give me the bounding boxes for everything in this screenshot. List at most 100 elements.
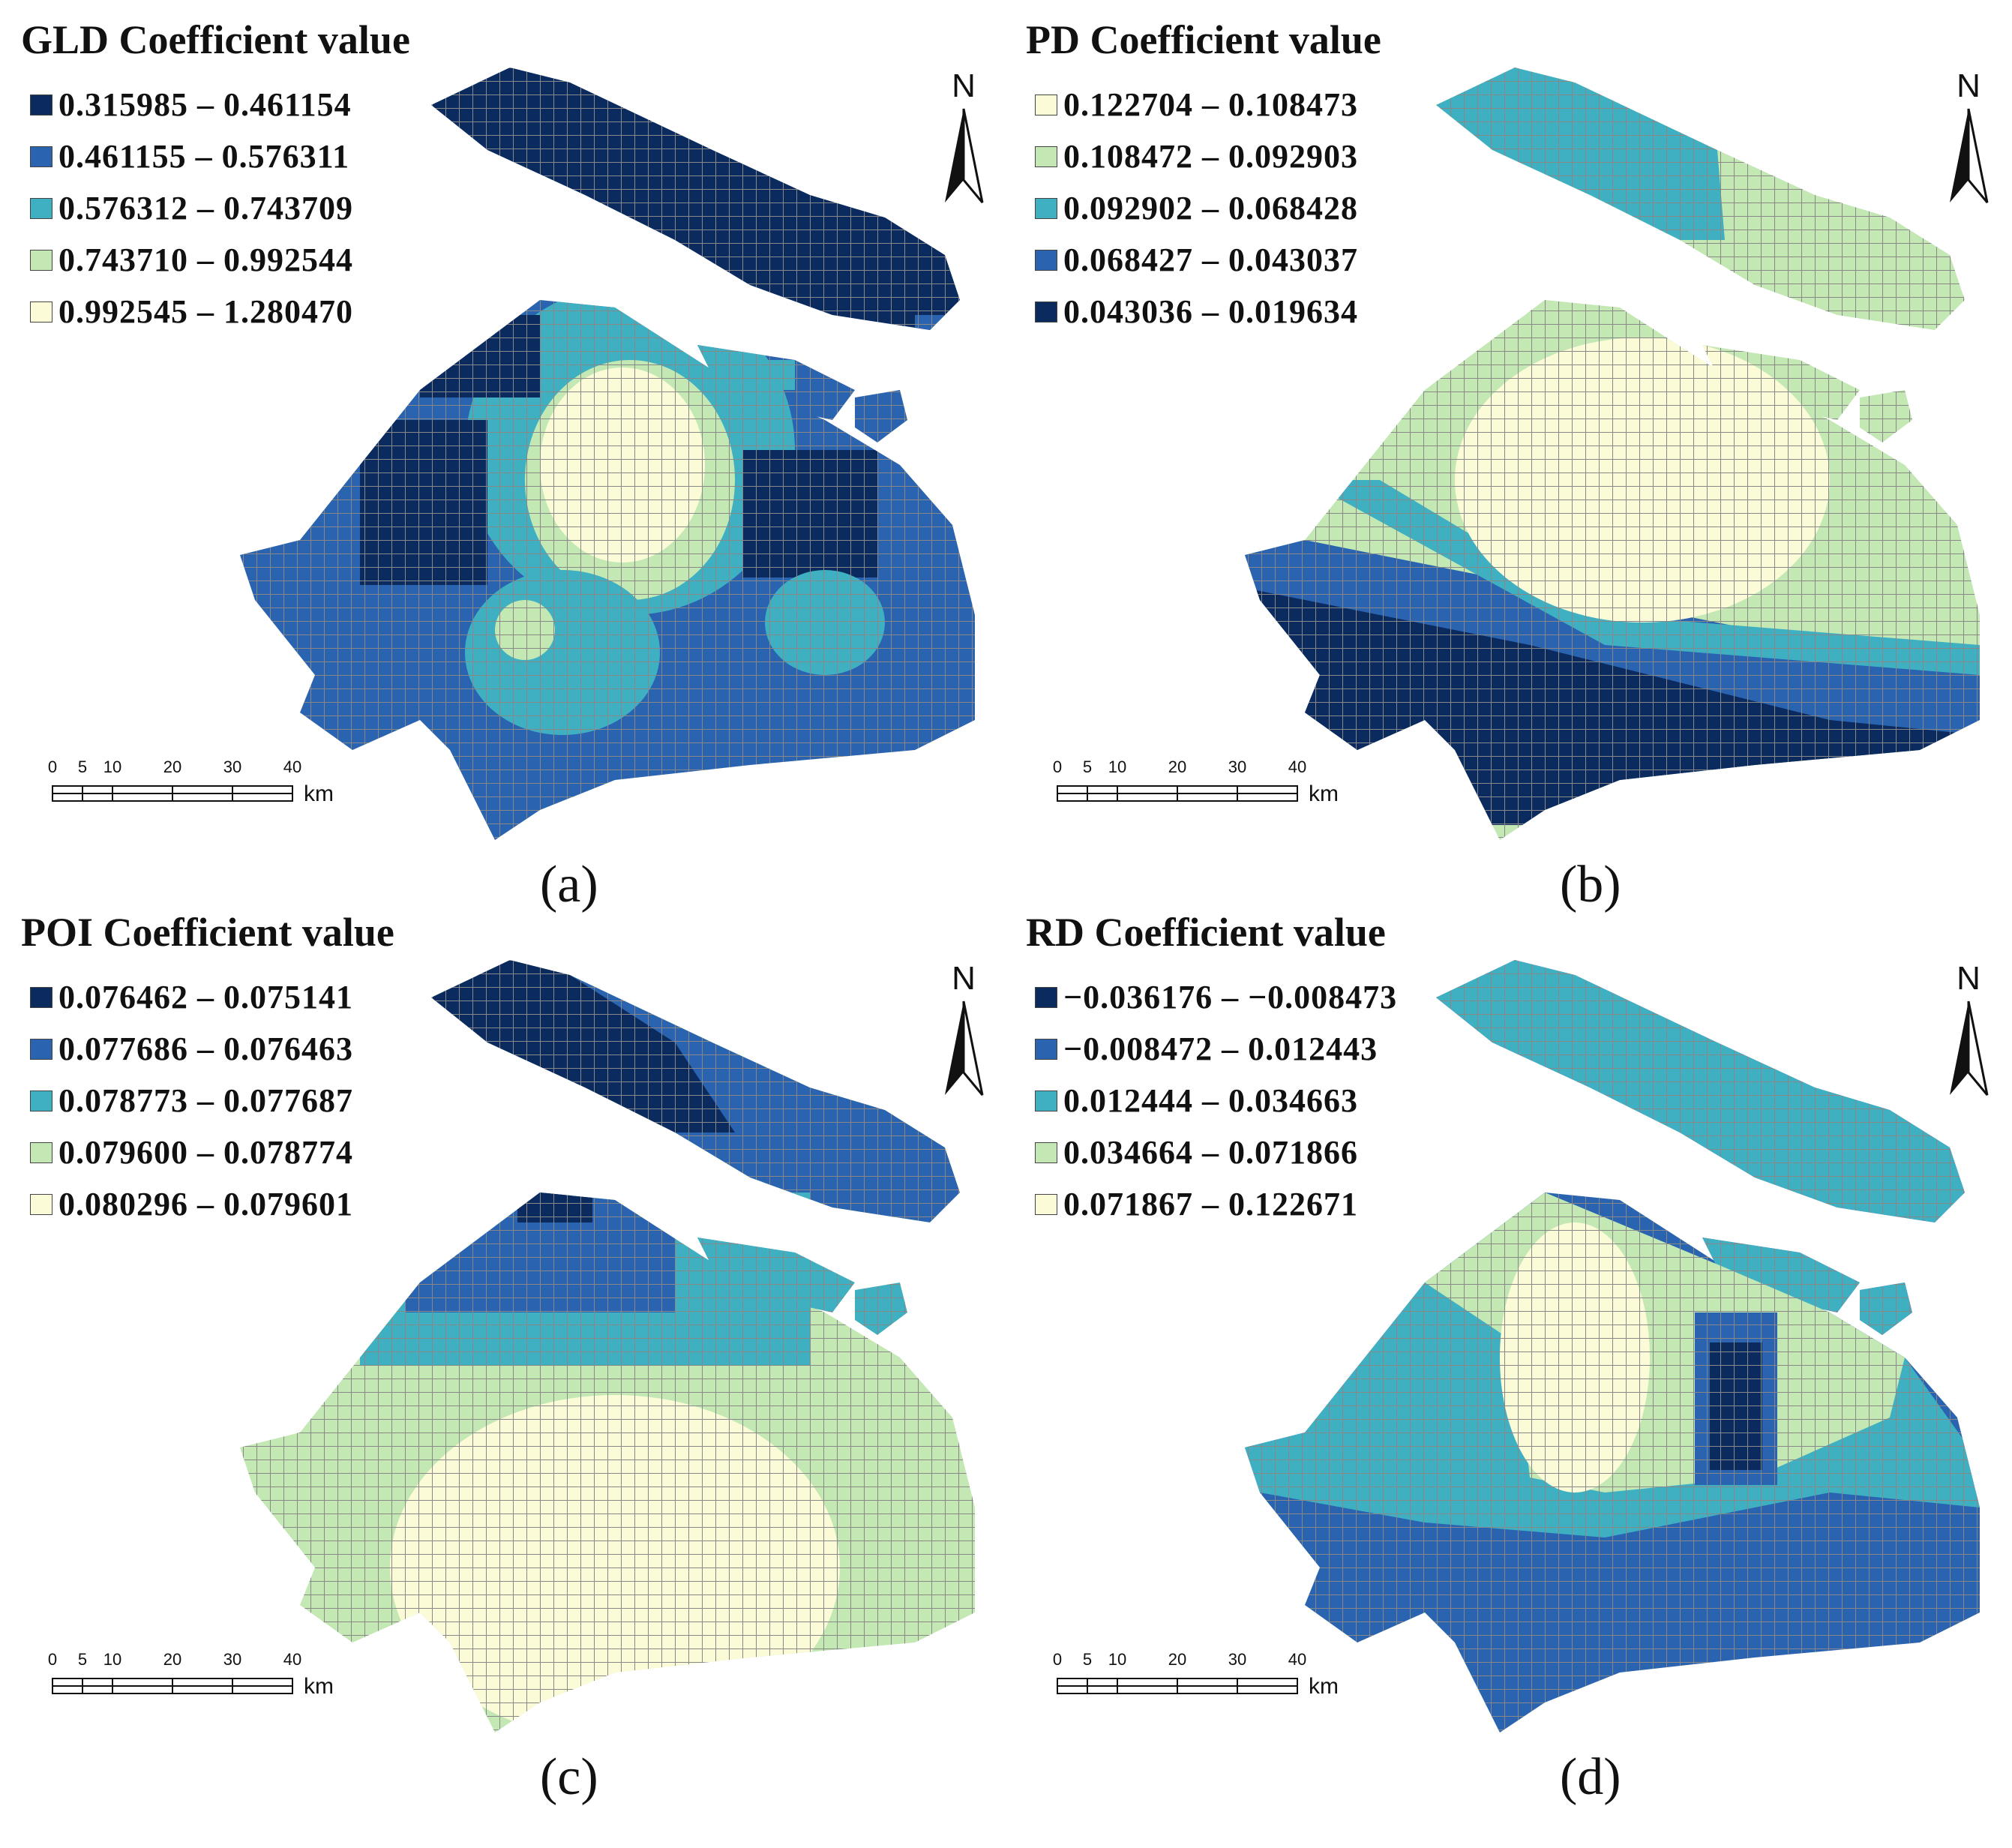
legend-item: 0.012444 – 0.034663 [1035,1075,1397,1126]
legend-label: 0.576312 – 0.743709 [58,190,353,226]
scale-bar: 0 5 10 20 30 40 km [45,1650,382,1718]
scale-tick: 10 [1108,758,1127,776]
map-title: RD Coefficient value [1026,910,1386,955]
legend-swatch [30,249,52,271]
scale-ticks: 0 5 10 20 30 40 [1050,758,1387,780]
legend-swatch [30,1090,52,1112]
scale-tick: 5 [77,1650,88,1669]
north-label: N [952,68,976,104]
legend-item: 0.079600 – 0.078774 [30,1126,353,1178]
north-label: N [1957,68,1981,104]
scale-tick: 20 [1168,1650,1187,1669]
legend-label: 0.043036 – 0.019634 [1063,293,1358,330]
scale-bar-graphic [1057,785,1298,802]
panel-caption: (c) [540,1748,598,1806]
panel-caption: (b) [1560,856,1621,914]
scale-bar-graphic [1057,1678,1298,1694]
scale-unit: km [304,1674,334,1699]
scale-tick: 40 [283,758,302,776]
map-panel-d: RD Coefficient value −0.036176 – −0.0084… [1005,892,2002,1806]
scale-ticks: 0 5 10 20 30 40 [45,758,382,780]
scale-tick: 10 [103,758,122,776]
map-title: GLD Coefficient value [21,17,410,62]
scale-tick: 30 [1228,1650,1247,1669]
scale-tick: 5 [77,758,88,776]
legend-item: 0.108472 – 0.092903 [1035,130,1358,182]
north-label: N [952,960,976,997]
scale-ticks: 0 5 10 20 30 40 [1050,1650,1387,1672]
north-arrow-shape [1950,1000,1989,1096]
legend-swatch [1035,1142,1057,1163]
scale-tick: 5 [1082,1650,1093,1669]
map-title: PD Coefficient value [1026,17,1381,62]
legend-label: 0.461155 – 0.576311 [58,138,350,175]
legend-swatch [30,1142,52,1163]
choropleth-map [1245,960,1980,1732]
legend-item: 0.068427 – 0.043037 [1035,234,1358,286]
legend-label: −0.036176 – −0.008473 [1063,979,1398,1016]
scale-tick: 30 [1228,758,1247,776]
scale-unit: km [1309,1674,1339,1699]
scale-tick: 5 [1082,758,1093,776]
north-arrow-icon: N [1935,960,2002,1110]
legend-swatch [1035,1193,1057,1215]
choropleth-map [240,68,975,840]
legend-item: 0.080296 – 0.079601 [30,1178,353,1230]
legend-item: 0.576312 – 0.743709 [30,182,353,234]
legend-label: 0.077686 – 0.076463 [58,1030,353,1067]
legend-item: −0.008472 – 0.012443 [1035,1023,1397,1075]
scale-bar: 0 5 10 20 30 40 km [45,758,382,825]
map-panel-a: GLD Coefficient value 0.315985 – 0.46115… [0,0,997,914]
north-arrow-shape [1950,108,1989,203]
choropleth-map [1245,68,1980,840]
map-panel-c: POI Coefficient value 0.076462 – 0.07514… [0,892,997,1806]
legend-item: 0.122704 – 0.108473 [1035,79,1358,130]
north-arrow-shape [945,108,984,203]
north-arrow-icon: N [1935,68,2002,218]
legend-swatch [30,1193,52,1215]
legend-label: 0.012444 – 0.034663 [1063,1082,1358,1119]
scale-tick: 0 [47,758,58,776]
legend-item: 0.076462 – 0.075141 [30,971,353,1023]
legend-swatch [1035,94,1057,116]
legend-item: 0.043036 – 0.019634 [1035,286,1358,338]
legend-label: 0.315985 – 0.461154 [58,86,352,123]
legend-item: 0.992545 – 1.280470 [30,286,353,338]
legend: 0.076462 – 0.075141 0.077686 – 0.076463 … [30,971,353,1230]
map-panel-b: PD Coefficient value 0.122704 – 0.108473… [1005,0,2002,914]
legend-item: 0.071867 – 0.122671 [1035,1178,1397,1230]
legend-swatch [30,197,52,219]
scale-tick: 10 [1108,1650,1127,1669]
legend: 0.122704 – 0.108473 0.108472 – 0.092903 … [1035,79,1358,338]
legend-swatch [30,986,52,1008]
legend-label: 0.076462 – 0.075141 [58,979,353,1016]
scale-bar-graphic [52,785,293,802]
north-arrow-icon: N [930,68,997,218]
scale-tick: 20 [163,1650,182,1669]
scale-tick: 30 [223,1650,242,1669]
legend-label: 0.122704 – 0.108473 [1063,86,1358,123]
legend-swatch [30,1038,52,1060]
legend: −0.036176 – −0.008473 −0.008472 – 0.0124… [1035,971,1397,1230]
legend-swatch [1035,986,1057,1008]
scale-unit: km [1309,782,1339,806]
scale-unit: km [304,782,334,806]
legend-item: 0.092902 – 0.068428 [1035,182,1358,234]
panel-caption: (a) [540,856,598,914]
legend-label: 0.743710 – 0.992544 [58,242,353,278]
legend-swatch [1035,1090,1057,1112]
scale-tick: 40 [1288,758,1307,776]
legend-swatch [30,301,52,322]
legend-label: 0.080296 – 0.079601 [58,1186,353,1222]
legend-item: 0.077686 – 0.076463 [30,1023,353,1075]
panel-caption: (d) [1560,1748,1621,1806]
legend-item: 0.078773 – 0.077687 [30,1075,353,1126]
legend-item: 0.461155 – 0.576311 [30,130,353,182]
scale-tick: 0 [1052,1650,1063,1669]
north-arrow-shape [945,1000,984,1096]
legend-label: 0.079600 – 0.078774 [58,1134,353,1171]
legend-label: 0.108472 – 0.092903 [1063,138,1358,175]
scale-tick: 30 [223,758,242,776]
legend-swatch [1035,146,1057,167]
legend: 0.315985 – 0.461154 0.461155 – 0.576311 … [30,79,353,338]
